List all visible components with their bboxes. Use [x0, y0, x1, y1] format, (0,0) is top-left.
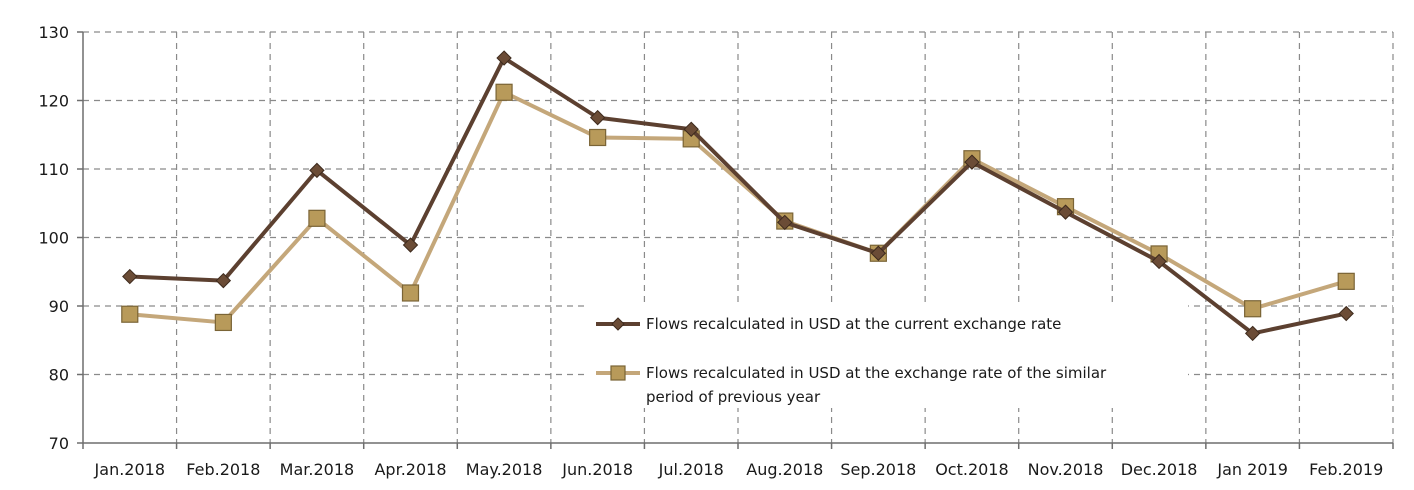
data-point-diamond — [122, 268, 138, 285]
x-tick-label: Dec.2018 — [1121, 460, 1198, 479]
y-tick-labels: 70 80 90 100 110 120 130 — [38, 23, 69, 453]
data-point-square — [401, 284, 420, 302]
legend-swatch-marker-1 — [611, 317, 625, 331]
data-point-square — [495, 83, 513, 101]
x-tick-label: May.2018 — [466, 460, 543, 479]
legend-label-2-line-2: period of previous year — [646, 388, 821, 406]
data-point-diamond — [870, 245, 887, 261]
series-1 — [122, 50, 1354, 342]
y-tick-label: 130 — [38, 23, 69, 42]
x-tick-label: Jul.2018 — [658, 460, 724, 479]
legend-label-2-line-1: Flows recalculated in USD at the exchang… — [646, 364, 1107, 382]
legend-item-2: Flows recalculated in USD at the exchang… — [596, 364, 1107, 406]
data-point-diamond — [1244, 325, 1261, 342]
data-point-diamond — [777, 214, 793, 231]
y-tick-label: 80 — [49, 366, 69, 385]
y-tick-label: 120 — [38, 92, 69, 111]
data-point-diamond — [496, 50, 512, 66]
y-tick-label: 90 — [49, 297, 69, 316]
x-tick-label: Oct.2018 — [935, 460, 1008, 479]
x-tick-label: Jun.2018 — [561, 460, 633, 479]
y-tick-label: 100 — [38, 229, 69, 248]
x-tick-label: Apr.2018 — [374, 460, 446, 479]
series-line-1 — [129, 56, 1347, 336]
axes — [77, 31, 1394, 449]
x-tick-label: Aug.2018 — [746, 460, 823, 479]
legend: Flows recalculated in USD at the current… — [588, 304, 1188, 408]
data-point-square — [214, 313, 232, 332]
data-point-diamond — [215, 272, 232, 289]
x-tick-labels: Jan.2018 Feb.2018 Mar.2018 Apr.2018 May.2018… — [94, 460, 1384, 479]
y-tick-label: 110 — [38, 160, 69, 179]
legend-background — [588, 304, 1188, 408]
x-tick-label: Feb.2019 — [1309, 460, 1383, 479]
data-point-diamond — [1151, 253, 1167, 270]
legend-item-1: Flows recalculated in USD at the current… — [596, 315, 1061, 333]
data-point-diamond — [589, 109, 606, 126]
x-tick-label: Sep.2018 — [840, 460, 916, 479]
x-tick-label: Feb.2018 — [186, 460, 260, 479]
series-group — [121, 50, 1355, 342]
legend-swatch-marker-2 — [610, 365, 626, 381]
series-line-2 — [129, 90, 1347, 325]
data-point-diamond — [964, 154, 980, 170]
data-point-square — [1244, 300, 1262, 318]
data-point-diamond — [1057, 204, 1074, 220]
legend-label-1: Flows recalculated in USD at the current… — [646, 315, 1061, 333]
data-point-diamond — [1338, 305, 1354, 322]
data-point-diamond — [683, 121, 699, 137]
y-tick-label: 70 — [49, 434, 69, 453]
x-tick-label: Jan 2019 — [1216, 460, 1287, 479]
x-tick-label: Nov.2018 — [1028, 460, 1104, 479]
data-point-square — [308, 209, 326, 227]
data-point-diamond — [402, 237, 419, 253]
data-point-diamond — [309, 162, 325, 179]
data-point-square — [121, 305, 139, 323]
data-point-square — [589, 128, 607, 147]
data-point-square — [1337, 272, 1355, 290]
x-tick-label: Mar.2018 — [280, 460, 355, 479]
x-tick-label: Jan.2018 — [94, 460, 165, 479]
